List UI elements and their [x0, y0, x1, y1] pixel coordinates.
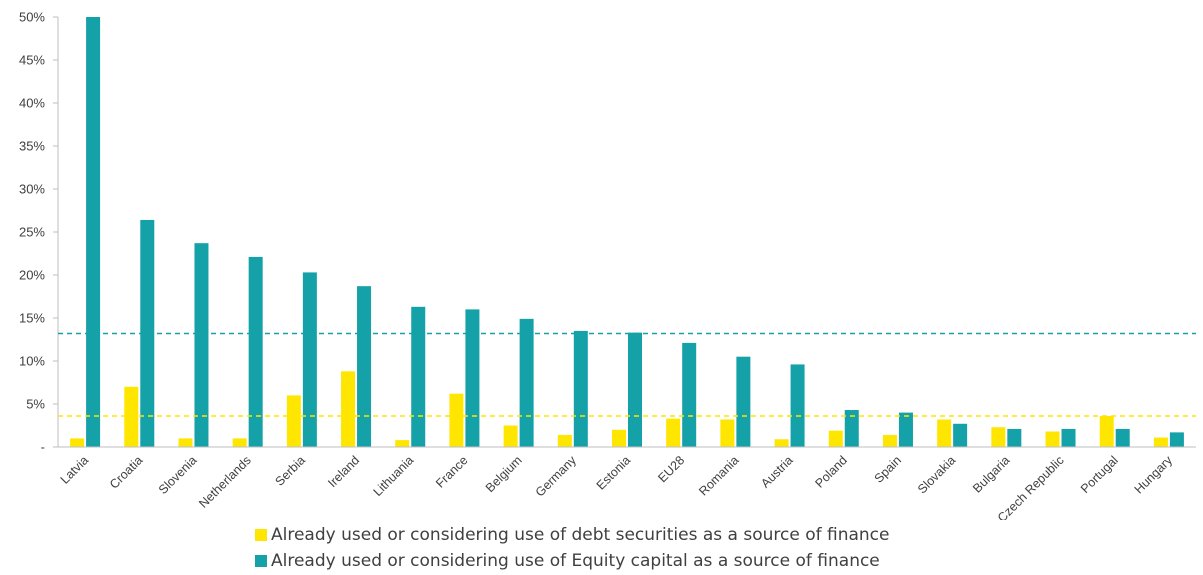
legend-label-debt: Already used or considering use of debt …: [271, 525, 890, 545]
bar-equity: [519, 318, 534, 447]
legend-item-debt: Already used or considering use of debt …: [255, 522, 890, 548]
y-tick-label: 20%: [19, 268, 45, 283]
bar-equity: [844, 410, 859, 447]
bar-equity: [682, 342, 697, 447]
x-tick-label: EU28: [655, 453, 687, 485]
y-tick-label: -: [41, 440, 45, 455]
bar-debt: [124, 386, 139, 447]
bar-debt: [937, 419, 952, 447]
bar-debt: [612, 429, 626, 447]
bar-equity: [302, 272, 317, 447]
legend-swatch-debt: [255, 529, 267, 541]
x-tick-label: Slovakia: [915, 453, 958, 496]
y-tick-label: 45%: [19, 53, 45, 68]
x-tick-label: Bulgaria: [970, 453, 1012, 495]
bar-debt: [557, 434, 572, 447]
bar-equity: [194, 243, 209, 447]
y-tick-label: 25%: [19, 225, 45, 240]
bar-chart: - 5% 10% 15% 20% 25% 30% 35% 40% 45% 50% Latvia Cro…: [19, 10, 1196, 520]
x-tick-label: Slovenia: [156, 453, 200, 497]
bar-debt: [991, 427, 1006, 447]
bars: [70, 17, 1184, 447]
bar-debt: [503, 425, 518, 447]
y-tick-label: 50%: [19, 10, 45, 25]
x-tick-label: Latvia: [58, 453, 92, 487]
bar-debt: [395, 440, 410, 447]
bar-equity: [140, 219, 155, 447]
legend-swatch-equity: [255, 555, 267, 567]
x-tick-label: Lithuania: [371, 453, 417, 499]
x-tick-label: Serbia: [273, 453, 308, 488]
bar-debt: [178, 438, 193, 447]
bar-equity: [465, 309, 480, 447]
bar-equity: [736, 356, 751, 447]
bar-debt: [341, 371, 356, 447]
y-tick-label: 10%: [19, 354, 45, 369]
x-tick-label: Austria: [758, 453, 795, 490]
x-tick-label: France: [433, 453, 470, 490]
y-tick-label: 40%: [19, 96, 45, 111]
bar-equity: [790, 364, 805, 447]
bar-equity: [248, 256, 263, 447]
reference-lines: [58, 332, 1196, 417]
x-tick-label: Romania: [696, 453, 741, 498]
legend-label-equity: Already used or considering use of Equit…: [271, 551, 880, 571]
x-tick-label: Belgium: [483, 453, 525, 495]
x-tick-label: Spain: [872, 453, 905, 486]
bar-debt: [1099, 416, 1114, 447]
bar-debt: [70, 438, 85, 447]
bar-equity: [411, 306, 426, 447]
y-tick-label: 5%: [26, 397, 45, 412]
x-tick-label: Croatia: [107, 453, 145, 491]
bar-equity: [898, 412, 913, 447]
bar-debt: [232, 438, 247, 447]
bar-debt: [449, 393, 464, 447]
bar-debt: [286, 395, 301, 447]
bar-debt: [666, 418, 681, 447]
bar-equity: [1115, 428, 1130, 447]
y-axis: - 5% 10% 15% 20% 25% 30% 35% 40% 45% 50%: [19, 10, 59, 455]
bar-debt: [882, 434, 897, 447]
bar-debt: [1153, 437, 1168, 447]
bar-debt: [828, 430, 843, 447]
y-tick-label: 30%: [19, 182, 45, 197]
bar-equity: [573, 330, 588, 447]
x-tick-label: Estonia: [594, 453, 633, 492]
x-tick-label: Netherlands: [196, 453, 254, 511]
y-tick-label: 35%: [19, 139, 45, 154]
legend: Already used or considering use of debt …: [255, 522, 890, 574]
x-tick-label: Poland: [812, 453, 849, 490]
bar-equity: [357, 286, 372, 447]
bar-debt: [1045, 431, 1060, 447]
legend-item-equity: Already used or considering use of Equit…: [255, 548, 890, 574]
x-tick-label: Portugal: [1078, 453, 1121, 496]
bar-debt: [720, 419, 735, 447]
bar-equity: [1061, 428, 1076, 447]
x-tick-label: Ireland: [325, 453, 362, 490]
bar-equity: [628, 332, 642, 447]
bar-debt: [774, 439, 789, 447]
bar-equity: [86, 17, 101, 447]
x-tick-label: Hungary: [1132, 453, 1176, 497]
x-tick-label: Germany: [533, 453, 580, 500]
bar-equity: [953, 423, 968, 447]
bar-equity: [1007, 428, 1022, 447]
bar-equity: [1169, 432, 1184, 447]
y-tick-label: 15%: [19, 311, 45, 326]
